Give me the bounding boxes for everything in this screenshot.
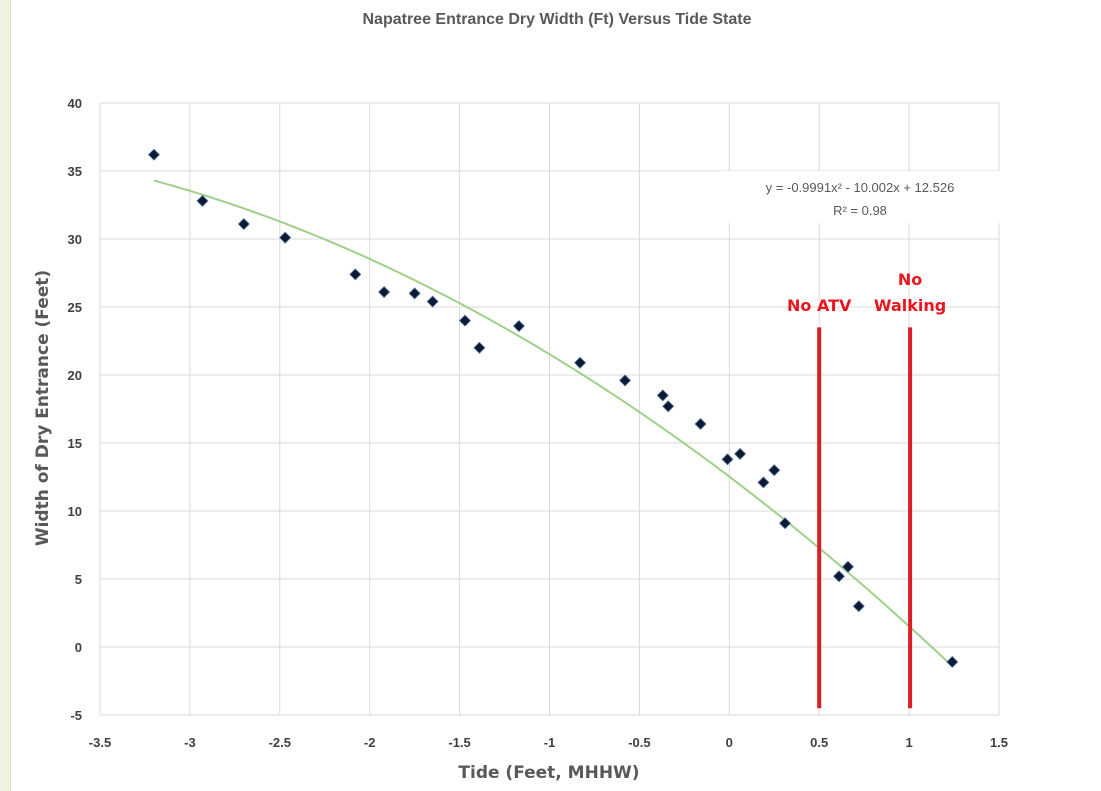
data-point — [721, 453, 734, 466]
data-point — [458, 314, 472, 327]
equation-box — [722, 171, 1002, 223]
data-point — [378, 285, 391, 299]
data-point — [147, 148, 161, 161]
data-point — [832, 570, 846, 583]
x-tick-label: 0 — [726, 735, 733, 750]
y-tick-labels: -5 0 5 10 15 20 25 30 35 40 — [68, 96, 82, 723]
x-axis-title: Tide (Feet, MHHW) — [458, 763, 639, 783]
x-tick-label: -0.5 — [628, 735, 650, 750]
data-point — [662, 400, 675, 413]
data-point — [694, 417, 707, 431]
vertical-marker-label: No ATV — [787, 296, 852, 315]
chart-title: Napatree Entrance Dry Width (Ft) Versus … — [363, 11, 752, 28]
data-point — [778, 517, 792, 530]
vertical-marker-label: No — [898, 270, 922, 289]
y-tick-label: -5 — [70, 708, 82, 723]
x-tick-label: -1 — [544, 735, 556, 750]
x-tick-label: -2 — [364, 735, 376, 750]
x-tick-labels: -3.5 -3 -2.5 -2 -1.5 -1 -0.5 0 0.5 1 1.5 — [89, 735, 1008, 750]
x-tick-label: -3.5 — [89, 735, 111, 750]
data-point — [841, 560, 855, 573]
y-tick-label: 20 — [68, 368, 82, 383]
y-tick-label: 15 — [68, 436, 82, 451]
data-point — [196, 194, 209, 207]
data-point — [512, 319, 525, 333]
x-tick-label: -2.5 — [269, 735, 291, 750]
x-tick-label: 1.5 — [990, 735, 1008, 750]
y-tick-label: 40 — [68, 96, 82, 111]
y-tick-label: 30 — [68, 232, 82, 247]
data-point — [656, 389, 669, 402]
data-point — [757, 476, 770, 489]
trendline-r2: R² = 0.98 — [833, 203, 887, 218]
data-point — [237, 217, 250, 231]
vertical-marker-label: Walking — [874, 296, 946, 315]
data-points — [147, 148, 959, 669]
data-point — [618, 374, 632, 387]
y-tick-label: 10 — [68, 504, 82, 519]
data-point — [408, 287, 421, 300]
y-tick-label: 35 — [68, 164, 82, 179]
data-point — [349, 268, 362, 281]
x-tick-label: 0.5 — [810, 735, 828, 750]
vertical-markers: No ATV No Walking — [787, 270, 946, 709]
y-tick-label: 5 — [75, 572, 82, 587]
data-point — [768, 464, 781, 477]
data-point — [852, 600, 865, 613]
data-point — [946, 655, 959, 669]
data-point — [473, 341, 486, 354]
trendline — [153, 179, 953, 667]
data-point — [574, 356, 587, 369]
y-tick-label: 25 — [68, 300, 82, 315]
data-point — [734, 447, 747, 460]
data-point — [426, 295, 439, 308]
chart-frame — [10, 0, 1101, 791]
x-tick-label: 1 — [905, 735, 912, 750]
x-tick-label: -1.5 — [448, 735, 470, 750]
data-point — [279, 231, 292, 244]
x-tick-label: -3 — [184, 735, 196, 750]
y-tick-label: 0 — [75, 640, 82, 655]
trendline-equation: y = -0.9991x² - 10.002x + 12.526 — [766, 180, 955, 195]
y-axis-title: Width of Dry Entrance (Feet) — [33, 270, 53, 546]
